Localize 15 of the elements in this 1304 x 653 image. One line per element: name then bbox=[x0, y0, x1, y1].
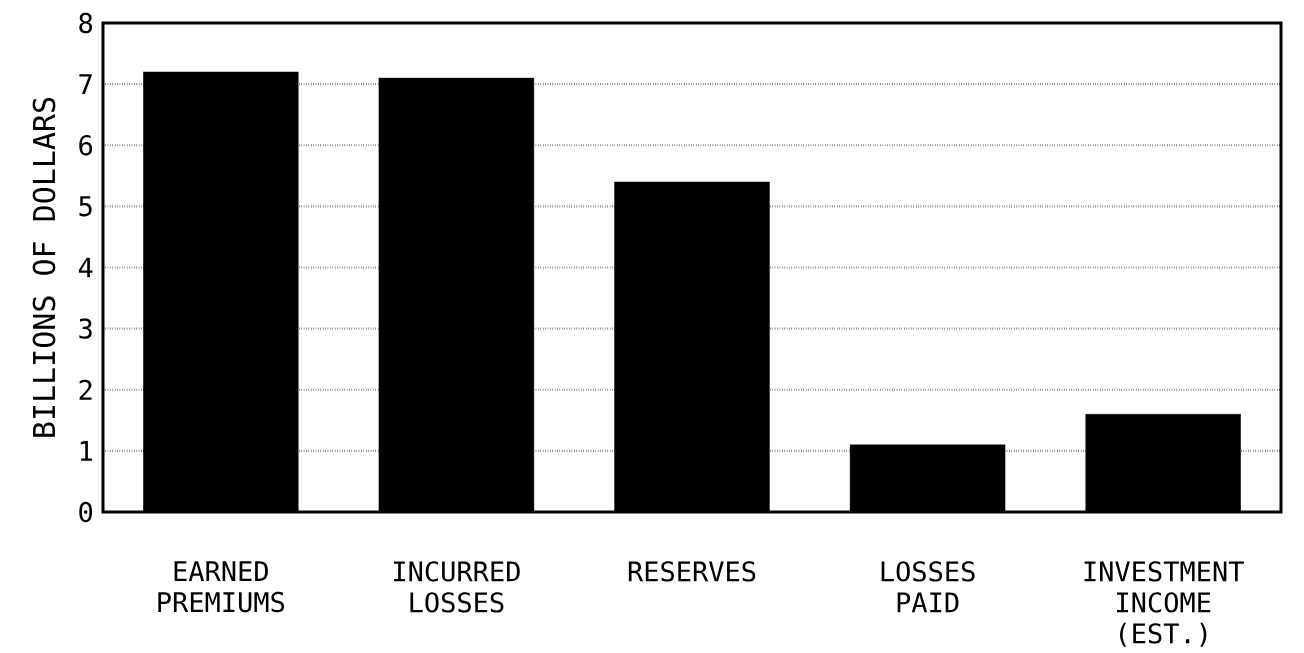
y-tick-label: 7 bbox=[79, 74, 92, 94]
y-tick-label: 5 bbox=[79, 196, 92, 217]
y-tick-label: 3 bbox=[79, 318, 92, 339]
y-tick-label: 2 bbox=[79, 379, 92, 400]
y-tick-label: 4 bbox=[78, 257, 93, 278]
y-tick-label: 0 bbox=[79, 501, 93, 523]
y-tick-label: 1 bbox=[80, 441, 92, 461]
y-tick-label: 6 bbox=[79, 135, 93, 156]
y-tick-label: 8 bbox=[79, 12, 93, 34]
x-tick-label: EARNED PREMIUMS bbox=[158, 561, 285, 613]
x-tick-label: RESERVES bbox=[628, 561, 756, 582]
x-tick-label: INCURRED LOSSES bbox=[394, 561, 520, 613]
x-tick-label: INVESTMENT INCOME (EST.) bbox=[1084, 561, 1244, 647]
x-tick-label: LOSSES PAID bbox=[881, 561, 975, 613]
y-axis-title: BILLIONS OF DOLLARS bbox=[32, 97, 56, 437]
